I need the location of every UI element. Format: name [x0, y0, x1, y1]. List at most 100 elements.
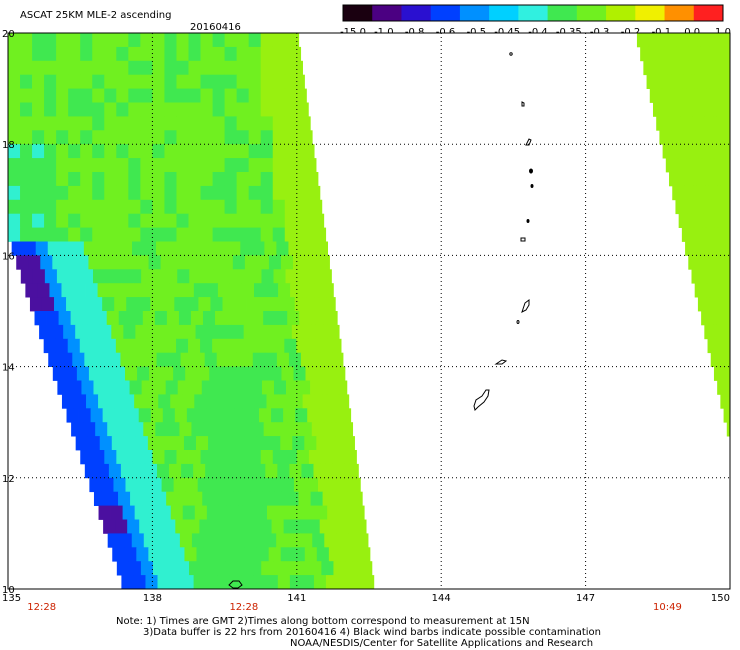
swath-cell	[212, 102, 225, 117]
swath-cell	[272, 227, 286, 242]
swath-cell	[661, 33, 674, 48]
swath-cell	[181, 283, 195, 298]
swath-cell	[63, 324, 76, 340]
swath-cell	[80, 130, 93, 145]
swath-cell	[124, 255, 137, 270]
swath-cell	[132, 463, 146, 479]
swath-cell	[212, 60, 225, 76]
swath-cell	[673, 88, 687, 103]
swath-cell	[188, 60, 201, 76]
swath-cell	[132, 352, 145, 367]
swath-cell	[140, 561, 154, 576]
swath-cell	[8, 172, 21, 187]
swath-cell	[40, 255, 53, 270]
swath-cell	[103, 338, 117, 354]
swath-cell	[32, 199, 45, 215]
swath-cell	[107, 241, 121, 256]
swath-cell	[339, 505, 352, 520]
swath-cell	[244, 547, 258, 562]
swath-cell	[240, 352, 254, 367]
swath-cell	[304, 436, 317, 451]
swath-cell	[176, 74, 189, 89]
swath-cell	[205, 463, 218, 479]
swath-cell	[697, 33, 710, 48]
swath-cell	[224, 172, 238, 187]
swath-cell	[717, 227, 731, 242]
y-tick-label: 10	[2, 585, 15, 596]
swath-cell	[68, 102, 81, 117]
swath-cell	[104, 213, 117, 228]
swath-cell	[80, 102, 93, 117]
swath-cell	[236, 450, 250, 465]
swath-cell	[92, 185, 105, 201]
swath-cell	[56, 60, 69, 76]
swath-cell	[20, 33, 33, 48]
swath-cell	[176, 561, 190, 576]
plot-frame	[7, 32, 731, 590]
swath-cell	[142, 311, 156, 326]
swath-cell	[224, 144, 238, 159]
swath-cell	[296, 144, 310, 159]
island	[520, 237, 526, 242]
swath-cell	[108, 352, 121, 367]
swath-cell	[194, 505, 208, 520]
swath-cell	[212, 213, 225, 228]
swath-cell	[116, 102, 129, 117]
swath-cell	[212, 185, 225, 201]
swath-cell	[304, 547, 318, 562]
swath-cell	[212, 227, 225, 242]
swath-cell	[708, 185, 721, 201]
swath-cell	[713, 366, 727, 381]
swath-cell	[325, 463, 338, 479]
swath-cell	[648, 33, 662, 48]
swath-cell	[193, 463, 206, 479]
swath-cell	[212, 199, 225, 215]
swath-cell	[694, 283, 708, 298]
swath-cell	[229, 283, 243, 298]
swath-cell	[705, 227, 719, 242]
y-tick-label: 14	[2, 363, 15, 374]
swath-cell	[236, 227, 250, 242]
swath-cell	[668, 116, 681, 131]
swath-cell	[278, 394, 291, 409]
swath-cell	[157, 575, 170, 590]
swath-cell	[229, 463, 242, 479]
swath-cell	[331, 408, 344, 423]
swath-cell	[92, 199, 105, 215]
swath-cell	[236, 60, 250, 76]
swath-cell	[180, 352, 194, 367]
swath-cell	[164, 46, 177, 62]
swath-cell	[176, 199, 189, 215]
swath-cell	[201, 561, 214, 576]
swath-cell	[140, 172, 153, 187]
swath-cell	[236, 130, 250, 145]
swath-cell	[200, 338, 213, 354]
swath-cell	[68, 185, 81, 201]
swath-cell	[236, 88, 250, 103]
swath-cell	[80, 213, 93, 228]
swath-cell	[152, 116, 165, 131]
swath-cell	[272, 74, 286, 89]
swath-cell	[688, 255, 701, 270]
swath-cell	[266, 283, 279, 298]
swath-cell	[179, 422, 192, 437]
swath-cell	[116, 88, 129, 103]
swath-cell	[346, 380, 348, 395]
swath-cell	[171, 436, 185, 451]
swath-cell	[126, 408, 140, 423]
swath-cell	[301, 463, 314, 479]
swath-cell	[250, 491, 263, 506]
swath-cell	[164, 158, 177, 173]
swath-cell	[165, 380, 179, 395]
swath-cell	[715, 60, 728, 76]
swath-cell	[326, 394, 340, 409]
swath-cell	[109, 283, 123, 298]
swath-cell	[58, 311, 72, 326]
swath-cell	[32, 88, 45, 103]
swath-cell	[116, 213, 129, 228]
swath-cell	[701, 158, 715, 173]
swath-cell	[320, 199, 323, 215]
chart-date: 20160416	[190, 22, 241, 33]
swath-cell	[701, 311, 714, 326]
swath-cell	[723, 199, 731, 215]
